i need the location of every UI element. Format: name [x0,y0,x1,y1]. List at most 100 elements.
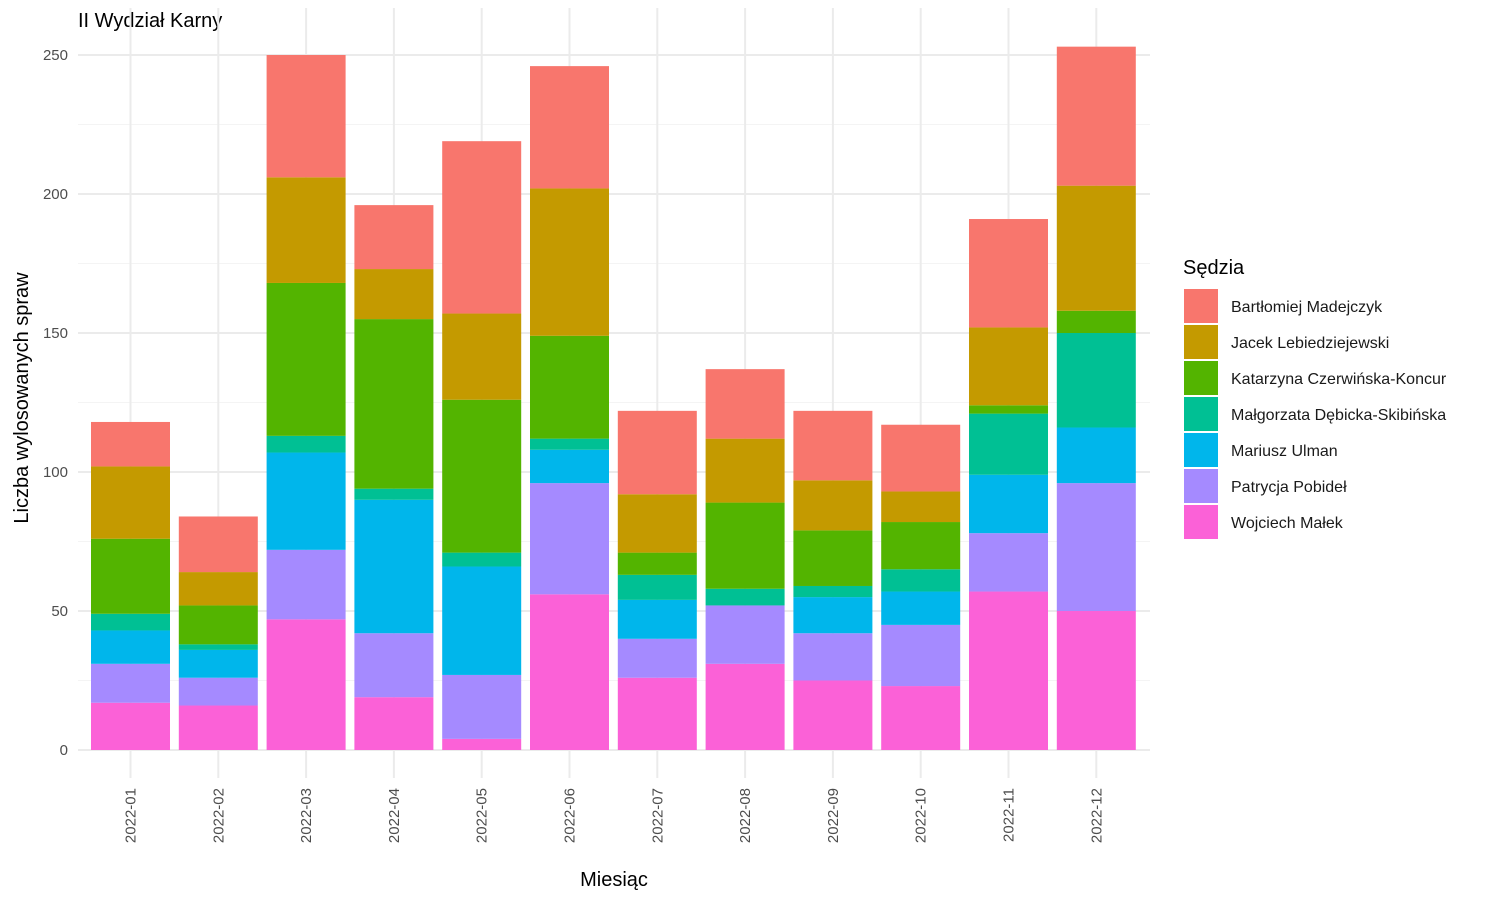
x-axis-ticks: 2022-01 2022-02 2022-03 2022-04 2022-05 2022-… [123,788,1106,843]
bar-segment [530,188,609,336]
legend-label: Patrycja Pobideł [1231,479,1347,496]
legend-swatch [1184,325,1218,359]
bar-segment [178,649,258,678]
bar-segment [793,480,873,531]
bar-segment [1056,185,1136,311]
bar-segment [881,624,961,687]
bar-segment [617,574,697,600]
y-axis-title: Liczba wylosowanych spraw [11,272,33,524]
bar-segment [793,410,873,481]
x-tick-label: 2022-01 [123,788,140,843]
x-tick-label: 2022-06 [562,788,579,843]
bar-segment [530,66,609,189]
x-tick-label: 2022-09 [825,788,842,843]
bar-segment [969,413,1048,475]
bar-segment [266,619,346,750]
bar-segment [442,566,522,675]
bar-segment [705,502,785,589]
bar-segment [178,705,258,750]
bar-segment [969,405,1048,414]
bar-segment [354,205,434,270]
legend: Sędzia Bartłomiej Madejczyk Jacek Lebiedz… [1183,257,1447,539]
bar-segment [1056,310,1136,333]
x-axis-title: Miesiąc [580,869,648,891]
y-tick-label: 0 [60,742,68,759]
bar-segment [91,613,170,631]
x-tick-label: 2022-08 [737,788,754,843]
bar-segment [530,483,609,595]
bar-segment [91,663,170,703]
bar-segment [881,522,961,570]
x-tick-label: 2022-07 [649,788,666,843]
bar-segment [530,335,609,439]
bar-segment [91,466,170,539]
bar-segment [442,313,522,400]
bar-segment [266,55,346,178]
bar-segment [530,594,609,750]
y-tick-label: 100 [43,464,68,481]
x-tick-label: 2022-03 [298,788,315,843]
bar-segment [178,677,258,706]
bar-segment [1056,611,1136,750]
x-tick-label: 2022-10 [913,788,930,843]
bar-segment [442,674,522,739]
bar-segment [1056,46,1136,186]
bar-segment [354,697,434,750]
bar-segment [617,638,697,678]
bar-segment [793,633,873,681]
bar-segment [178,516,258,573]
bar-segment [442,552,522,567]
bar-segment [705,369,785,439]
bar-segment [881,591,961,625]
bar-segment [266,435,346,453]
bar-segment [354,488,434,500]
x-tick-label: 2022-05 [474,788,491,843]
bar-segment [881,491,961,523]
x-tick-label: 2022-12 [1088,788,1105,843]
bar-segment [1056,427,1136,484]
bar-segment [793,680,873,750]
x-tick-label: 2022-02 [210,788,227,843]
legend-label: Małgorzata Dębicka-Skibińska [1231,407,1446,424]
bar-segment [705,605,785,664]
bar-segment [969,591,1048,750]
bar-segment [91,538,170,614]
bar-segment [969,219,1048,328]
bar-segment [793,530,873,586]
bar-segment [617,494,697,553]
bar-segment [91,702,170,750]
legend-label: Wojciech Małek [1231,515,1344,532]
legend-swatch [1184,469,1218,503]
bar-segment [178,572,258,606]
legend-label: Bartłomiej Madejczyk [1231,299,1383,316]
bar-segment [266,177,346,283]
bar-segment [617,677,697,750]
bar-segment [705,438,785,503]
x-tick-label: 2022-04 [386,788,403,843]
bar-segment [442,141,522,314]
legend-swatch [1184,397,1218,431]
bar-segment [442,738,522,750]
bar-segment [617,599,697,639]
legend-label: Katarzyna Czerwińska-Koncur [1231,371,1447,388]
bar-segment [881,424,961,492]
bar-segment [266,549,346,620]
x-tick-label: 2022-11 [1001,788,1018,842]
legend-label: Jacek Lebiedziejewski [1231,335,1389,352]
bar-segment [969,327,1048,406]
bar-segment [354,633,434,698]
bar-segment [91,630,170,664]
bar-segment [969,533,1048,592]
y-tick-label: 250 [43,47,68,64]
legend-title: Sędzia [1183,257,1245,279]
bar-segment [354,499,434,634]
bar-segment [530,449,609,484]
bar-segment [354,269,434,320]
bar-segment [91,421,170,467]
bar-segment [1056,333,1136,428]
bars [91,46,1136,750]
legend-label: Mariusz Ulman [1231,443,1338,460]
bar-segment [530,438,609,450]
bar-segment [705,588,785,606]
